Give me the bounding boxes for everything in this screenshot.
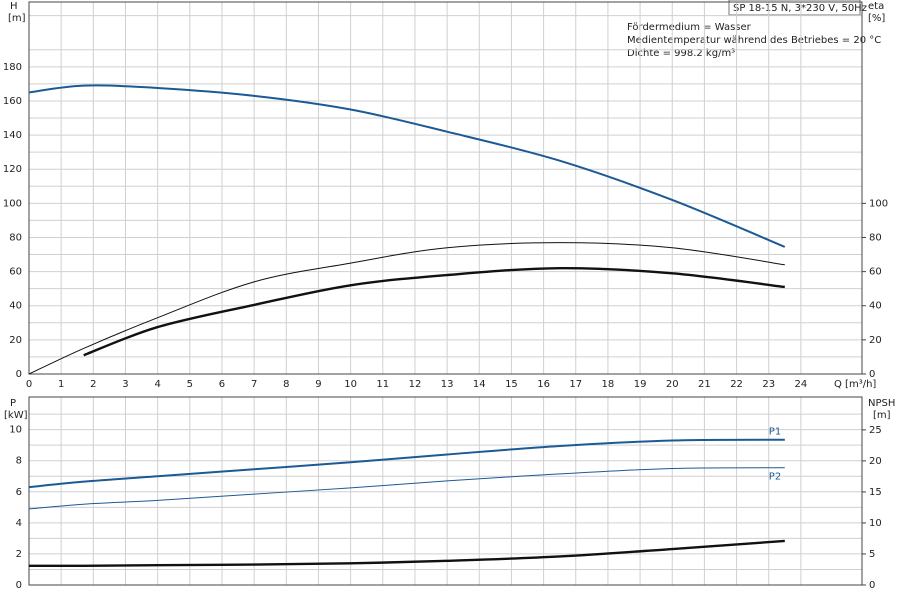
x-tick-label: 13 xyxy=(441,379,454,390)
y-tick-label: 6 xyxy=(16,487,22,498)
y2-tick-label: 80 xyxy=(869,232,882,243)
curve xyxy=(28,467,785,510)
y-tick-label: 0 xyxy=(16,369,22,380)
y-tick-label: 8 xyxy=(16,456,22,467)
y-unit: [kW] xyxy=(4,410,28,421)
plot-frame xyxy=(28,396,863,586)
y2-tick-label: 0 xyxy=(869,580,875,591)
y-tick-label: 60 xyxy=(9,267,22,278)
y2-tick-label: 60 xyxy=(869,267,882,278)
x-tick-label: 11 xyxy=(376,379,389,390)
y2-unit: [m] xyxy=(873,410,891,421)
y-tick-label: 40 xyxy=(9,301,22,312)
x-tick-label: 23 xyxy=(762,379,775,390)
curve xyxy=(28,84,786,248)
x-tick-label: 3 xyxy=(122,379,128,390)
plot-frame xyxy=(28,1,863,375)
y-tick-label: 180 xyxy=(3,62,22,73)
y-tick-label: 100 xyxy=(3,198,22,209)
x-tick-label: 24 xyxy=(795,379,808,390)
y2-tick-label: 20 xyxy=(869,335,882,346)
x-tick-label: 2 xyxy=(90,379,96,390)
annotation: Dichte = 998.2 kg/m³ xyxy=(627,48,735,59)
y2-label: eta xyxy=(868,1,884,12)
chart-title: SP 18-15 N, 3*230 V, 50Hz xyxy=(733,3,867,14)
y-label: P xyxy=(10,398,16,409)
x-tick-label: 21 xyxy=(698,379,711,390)
x-tick-label: 9 xyxy=(315,379,321,390)
y-tick-label: 160 xyxy=(3,96,22,107)
x-tick-label: 17 xyxy=(569,379,582,390)
y-tick-label: 120 xyxy=(3,164,22,175)
y2-unit: [%] xyxy=(868,13,885,24)
y2-tick-label: 0 xyxy=(869,369,875,380)
series-label: P1 xyxy=(769,427,781,438)
x-tick-label: 4 xyxy=(154,379,160,390)
series-label: P2 xyxy=(769,472,781,483)
x-tick-label: 7 xyxy=(251,379,257,390)
curve xyxy=(28,242,785,375)
x-tick-label: 19 xyxy=(634,379,647,390)
y2-tick-label: 10 xyxy=(869,518,882,529)
y-tick-label: 2 xyxy=(16,549,22,560)
x-tick-label: 10 xyxy=(344,379,357,390)
y2-tick-label: 5 xyxy=(869,549,875,560)
curve xyxy=(28,438,785,489)
x-tick-label: 18 xyxy=(602,379,615,390)
y2-tick-label: 15 xyxy=(869,487,882,498)
x-tick-label: 20 xyxy=(666,379,679,390)
x-tick-label: 15 xyxy=(505,379,518,390)
x-tick-label: 6 xyxy=(219,379,225,390)
x-tick-label: 14 xyxy=(473,379,486,390)
y-tick-label: 4 xyxy=(16,518,22,529)
y2-tick-label: 20 xyxy=(869,456,882,467)
y-tick-label: 140 xyxy=(3,130,22,141)
y-label: H xyxy=(10,1,18,12)
y2-tick-label: 100 xyxy=(869,198,888,209)
y-tick-label: 80 xyxy=(9,232,22,243)
y-tick-label: 10 xyxy=(9,425,22,436)
y2-label: NPSH xyxy=(868,398,895,409)
y-tick-label: 20 xyxy=(9,335,22,346)
x-tick-label: 0 xyxy=(26,379,32,390)
x-label: Q [m³/h] xyxy=(834,379,876,390)
y2-tick-label: 40 xyxy=(869,301,882,312)
y2-tick-label: 25 xyxy=(869,425,882,436)
x-tick-label: 5 xyxy=(187,379,193,390)
curve xyxy=(28,539,785,568)
x-tick-label: 22 xyxy=(730,379,743,390)
x-tick-label: 16 xyxy=(537,379,550,390)
y-unit: [m] xyxy=(8,13,26,24)
y-tick-label: 0 xyxy=(16,580,22,591)
x-tick-label: 1 xyxy=(58,379,64,390)
x-tick-label: 8 xyxy=(283,379,289,390)
x-tick-label: 12 xyxy=(409,379,422,390)
curve xyxy=(83,266,785,357)
title-box xyxy=(728,0,861,16)
annotation: Fördermedium = Wasser xyxy=(627,22,752,33)
annotation: Medientemperatur während des Betriebes =… xyxy=(627,35,881,46)
